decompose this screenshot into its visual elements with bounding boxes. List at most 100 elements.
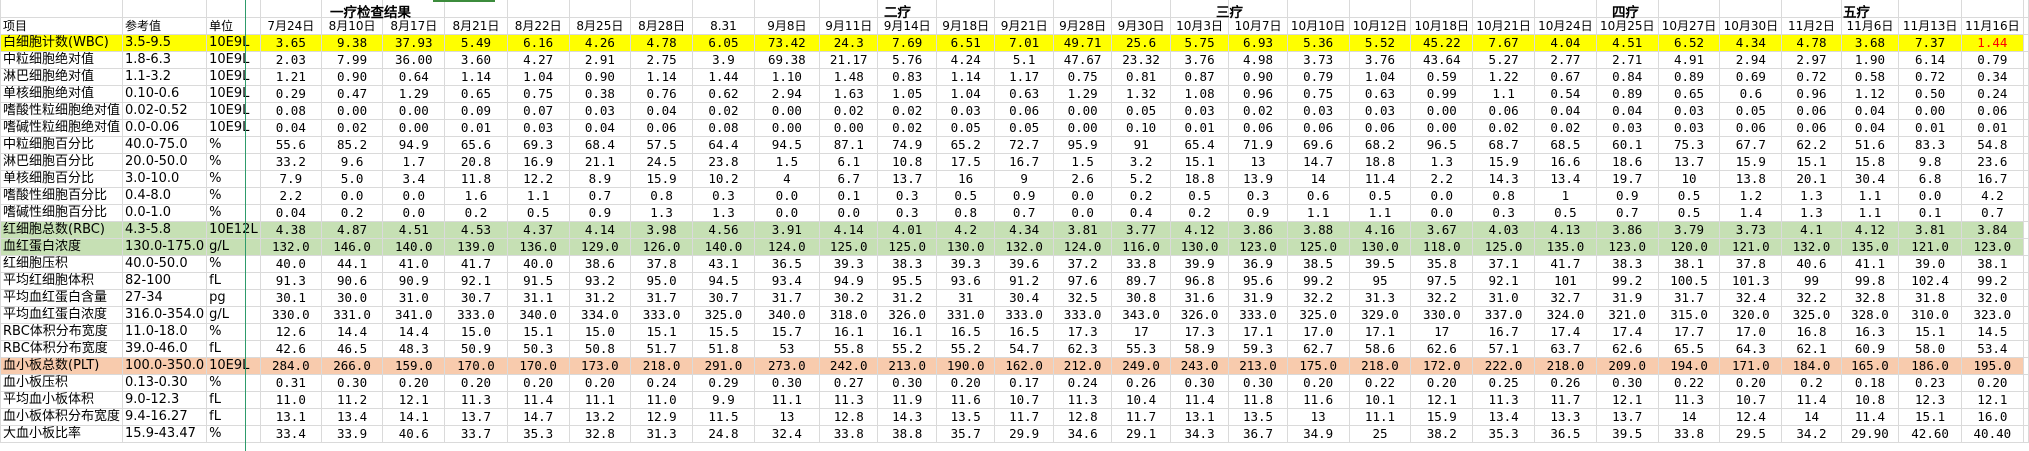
value-cell[interactable]: 0.9 (1595, 187, 1659, 205)
value-cell[interactable]: 4.98 (1228, 51, 1288, 69)
row-reference-range[interactable]: 11.0-18.0 (122, 323, 208, 341)
value-cell[interactable]: 333.0 (1228, 306, 1288, 324)
value-cell[interactable]: 31 (935, 289, 996, 307)
row-reference-range[interactable]: 39.0-46.0 (122, 340, 208, 358)
value-cell[interactable]: 0.96 (1228, 85, 1288, 103)
value-cell[interactable]: 51.8 (692, 340, 755, 358)
value-cell[interactable]: 325.0 (1286, 306, 1350, 324)
value-cell[interactable]: 284.0 (259, 357, 322, 375)
value-cell[interactable]: 17.4 (1595, 323, 1659, 341)
value-cell[interactable]: 11.7 (1534, 391, 1597, 409)
row-item-name[interactable]: 中粒细胞绝对值 (0, 51, 124, 69)
row-item-name[interactable]: 血小板总数(PLT) (0, 357, 124, 375)
value-cell[interactable]: 32.5 (1052, 289, 1113, 307)
value-cell[interactable]: 326.0 (1169, 306, 1230, 324)
empty-cell[interactable] (1719, 0, 1783, 18)
value-cell[interactable]: 41.7 (444, 255, 508, 273)
value-cell[interactable]: 65.6 (444, 136, 508, 154)
value-cell[interactable]: 0.9 (994, 187, 1054, 205)
row-unit[interactable]: 10E9L (206, 68, 261, 86)
empty-cell[interactable] (1410, 0, 1474, 18)
column-header-date[interactable]: 8月17日 (382, 17, 446, 35)
value-cell[interactable]: 3.68 (1840, 34, 1900, 52)
value-cell[interactable]: 24.3 (819, 34, 879, 52)
value-cell[interactable]: 1.2 (1719, 187, 1783, 205)
column-header-date[interactable]: 10月30日 (1719, 17, 1783, 35)
row-item-name[interactable]: 红细胞总数(RBC) (0, 221, 124, 239)
value-cell[interactable]: 173.0 (568, 357, 632, 375)
value-cell[interactable]: 6.8 (1898, 170, 1962, 188)
row-reference-range[interactable]: 9.0-12.3 (122, 391, 208, 409)
value-cell[interactable]: 0.03 (935, 102, 996, 120)
value-cell[interactable]: 1.1 (1472, 85, 1536, 103)
value-cell[interactable]: 14 (1286, 170, 1350, 188)
value-cell[interactable]: 1.04 (935, 85, 996, 103)
value-cell[interactable]: 165.0 (1840, 357, 1900, 375)
value-cell[interactable]: 11.4 (1348, 170, 1412, 188)
value-cell[interactable]: 43.1 (692, 255, 755, 273)
value-cell[interactable]: 0.89 (1595, 85, 1659, 103)
empty-cell[interactable] (2022, 136, 2029, 154)
value-cell[interactable]: 130.0 (1348, 238, 1412, 256)
value-cell[interactable]: 4.1 (1781, 221, 1842, 239)
value-cell[interactable]: 68.5 (1534, 136, 1597, 154)
value-cell[interactable]: 12.1 (382, 391, 446, 409)
value-cell[interactable]: 1.1 (1348, 204, 1412, 222)
value-cell[interactable]: 51.7 (629, 340, 694, 358)
row-reference-range[interactable]: 82-100 (122, 272, 208, 290)
value-cell[interactable]: 172.0 (1410, 357, 1474, 375)
value-cell[interactable]: 10.8 (877, 153, 937, 171)
value-cell[interactable]: 15.1 (629, 323, 694, 341)
row-reference-range[interactable]: 15.9-43.47 (122, 425, 208, 443)
value-cell[interactable]: 11.1 (1348, 408, 1412, 426)
value-cell[interactable]: 101.3 (1719, 272, 1783, 290)
row-reference-range[interactable]: 0.4-8.0 (122, 187, 208, 205)
empty-cell[interactable] (506, 0, 570, 18)
row-reference-range[interactable]: 0.10-0.6 (122, 85, 208, 103)
value-cell[interactable]: 39.3 (819, 255, 879, 273)
value-cell[interactable]: 0.06 (1781, 119, 1842, 137)
column-header-date[interactable]: 8.31 (692, 17, 755, 35)
value-cell[interactable]: 15.1 (506, 323, 570, 341)
empty-cell[interactable] (2022, 119, 2029, 137)
value-cell[interactable]: 0.25 (1472, 374, 1536, 392)
value-cell[interactable]: 0.0 (1410, 187, 1474, 205)
value-cell[interactable]: 95 (1348, 272, 1412, 290)
value-cell[interactable]: 213.0 (877, 357, 937, 375)
value-cell[interactable]: 4.16 (1348, 221, 1412, 239)
row-unit[interactable]: 10E9L (206, 357, 261, 375)
empty-cell[interactable] (122, 0, 208, 18)
value-cell[interactable]: 0.06 (994, 102, 1054, 120)
row-item-name[interactable]: 单核细胞绝对值 (0, 85, 124, 103)
row-unit[interactable]: 10E9L (206, 85, 261, 103)
value-cell[interactable]: 11.4 (1781, 391, 1842, 409)
value-cell[interactable]: 0.38 (568, 85, 632, 103)
value-cell[interactable]: 0.3 (877, 187, 937, 205)
row-item-name[interactable]: 单核细胞百分比 (0, 170, 124, 188)
value-cell[interactable]: 18.6 (1595, 153, 1659, 171)
row-reference-range[interactable]: 3.0-10.0 (122, 170, 208, 188)
row-item-name[interactable]: 淋巴细胞绝对值 (0, 68, 124, 86)
value-cell[interactable]: 0.08 (692, 119, 755, 137)
value-cell[interactable]: 125.0 (819, 238, 879, 256)
value-cell[interactable]: 0.5 (1348, 187, 1412, 205)
value-cell[interactable]: 0.00 (753, 119, 821, 137)
value-cell[interactable]: 24.8 (692, 425, 755, 443)
value-cell[interactable]: 6.14 (1898, 51, 1962, 69)
value-cell[interactable]: 31.7 (753, 289, 821, 307)
value-cell[interactable]: 0.24 (629, 374, 694, 392)
value-cell[interactable]: 0.9 (1228, 204, 1288, 222)
value-cell[interactable]: 36.9 (1228, 255, 1288, 273)
empty-cell[interactable] (1781, 0, 1842, 18)
value-cell[interactable]: 16.3 (1840, 323, 1900, 341)
value-cell[interactable]: 11.3 (444, 391, 508, 409)
column-header-date[interactable]: 10月27日 (1657, 17, 1721, 35)
value-cell[interactable]: 32.7 (1534, 289, 1597, 307)
value-cell[interactable]: 0.84 (1595, 68, 1659, 86)
value-cell[interactable]: 16.5 (994, 323, 1054, 341)
value-cell[interactable]: 0.26 (1111, 374, 1171, 392)
value-cell[interactable]: 0.99 (1410, 85, 1474, 103)
empty-cell[interactable] (2022, 425, 2029, 443)
value-cell[interactable]: 5.27 (1472, 51, 1536, 69)
value-cell[interactable]: 13.4 (320, 408, 384, 426)
